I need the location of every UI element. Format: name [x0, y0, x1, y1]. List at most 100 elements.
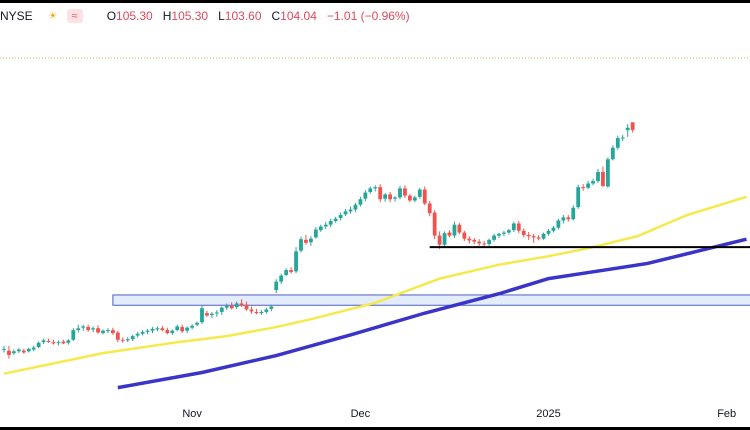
candle[interactable] [304, 234, 308, 245]
candle[interactable] [229, 302, 234, 310]
candle[interactable] [507, 228, 511, 235]
moving-average-short-line[interactable] [3, 195, 747, 375]
candle[interactable] [477, 239, 482, 246]
candle[interactable] [175, 324, 180, 332]
candle[interactable] [576, 184, 581, 209]
candle[interactable] [125, 337, 130, 343]
candle[interactable] [531, 233, 536, 243]
candle[interactable] [462, 230, 467, 242]
candle[interactable] [615, 135, 620, 150]
candlestick-series[interactable] [2, 122, 635, 359]
candle[interactable] [566, 215, 571, 222]
candle[interactable] [12, 349, 16, 355]
candle[interactable] [606, 157, 610, 188]
candle[interactable] [511, 221, 516, 232]
symbol-name[interactable]: NYSE [0, 9, 33, 23]
candle[interactable] [363, 190, 368, 202]
candle[interactable] [2, 345, 6, 353]
candle[interactable] [408, 193, 412, 203]
candle[interactable] [467, 236, 472, 244]
candle[interactable] [472, 238, 477, 245]
candle[interactable] [190, 324, 194, 330]
candle[interactable] [447, 230, 452, 238]
candle[interactable] [541, 232, 546, 240]
candle[interactable] [427, 201, 432, 217]
candle[interactable] [497, 232, 501, 239]
resistance-zone[interactable] [112, 294, 750, 306]
candle[interactable] [200, 305, 204, 325]
candle[interactable] [145, 328, 150, 335]
candle[interactable] [155, 326, 160, 332]
candle[interactable] [368, 186, 373, 194]
candle[interactable] [586, 181, 590, 189]
candle[interactable] [338, 212, 343, 221]
candle[interactable] [259, 310, 264, 315]
candle[interactable] [294, 247, 298, 274]
candle[interactable] [333, 216, 338, 223]
candle[interactable] [120, 337, 125, 343]
candle[interactable] [556, 218, 561, 230]
candle[interactable] [323, 221, 328, 229]
candle[interactable] [81, 324, 86, 331]
candle[interactable] [383, 193, 388, 202]
candle[interactable] [86, 324, 91, 332]
candle[interactable] [373, 185, 378, 192]
candle[interactable] [76, 324, 81, 333]
candle[interactable] [21, 348, 26, 354]
candle[interactable] [442, 231, 447, 248]
candle[interactable] [180, 324, 185, 334]
candle[interactable] [61, 339, 66, 345]
wave-icon[interactable]: ≈ [66, 9, 83, 23]
candle[interactable] [422, 186, 427, 206]
candle[interactable] [610, 145, 615, 161]
candle[interactable] [388, 191, 392, 203]
candle[interactable] [195, 321, 199, 327]
candle[interactable] [625, 124, 630, 137]
candle[interactable] [219, 306, 224, 315]
candle[interactable] [289, 267, 293, 274]
candle[interactable] [140, 330, 145, 336]
sun-icon[interactable]: ☀ [48, 10, 58, 22]
candle[interactable] [274, 279, 279, 294]
candle[interactable] [170, 329, 175, 335]
candle[interactable] [452, 221, 457, 239]
candle[interactable] [71, 328, 76, 341]
candle[interactable] [160, 325, 165, 332]
candle[interactable] [31, 345, 36, 352]
candle[interactable] [581, 184, 586, 191]
candle[interactable] [561, 215, 566, 224]
candle[interactable] [224, 303, 229, 311]
candle[interactable] [115, 330, 120, 343]
candle[interactable] [249, 306, 254, 314]
candle[interactable] [437, 231, 442, 249]
candle[interactable] [46, 338, 51, 343]
candle[interactable] [403, 185, 407, 199]
candle[interactable] [571, 205, 576, 221]
candle[interactable] [526, 231, 531, 240]
candle[interactable] [56, 340, 61, 346]
candle[interactable] [41, 338, 46, 345]
candle[interactable] [502, 230, 506, 237]
candle[interactable] [620, 135, 625, 142]
candle[interactable] [348, 206, 353, 214]
candle[interactable] [269, 304, 274, 312]
candle[interactable] [393, 196, 397, 202]
candle[interactable] [185, 326, 190, 334]
candle[interactable] [378, 184, 383, 203]
candle[interactable] [51, 339, 56, 345]
candle[interactable] [457, 222, 462, 235]
candle[interactable] [135, 331, 140, 338]
candle[interactable] [516, 221, 521, 234]
candle[interactable] [417, 187, 422, 199]
candle[interactable] [91, 326, 95, 332]
candle[interactable] [205, 310, 209, 317]
candle[interactable] [432, 210, 437, 240]
candle[interactable] [328, 218, 333, 228]
candle[interactable] [591, 178, 595, 186]
candle[interactable] [214, 310, 219, 317]
candle[interactable] [487, 238, 491, 246]
candle[interactable] [284, 268, 289, 277]
candle[interactable] [546, 228, 551, 236]
candle[interactable] [16, 348, 21, 354]
candle[interactable] [36, 341, 41, 349]
